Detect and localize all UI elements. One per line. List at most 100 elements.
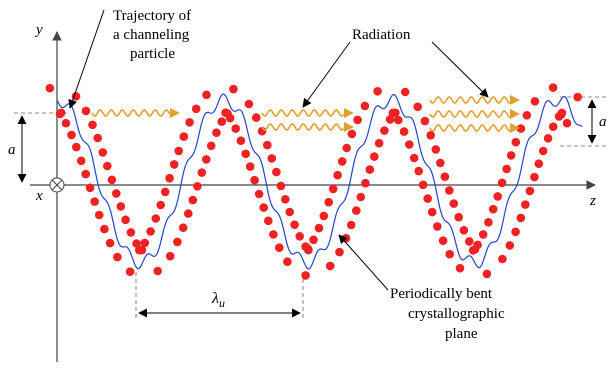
atom xyxy=(121,215,130,225)
atom xyxy=(478,230,488,239)
radiation-wave xyxy=(261,123,345,131)
trajectory-label: Trajectory of a channeling particle xyxy=(113,8,195,62)
atom xyxy=(337,157,347,166)
atom xyxy=(405,140,414,149)
atom xyxy=(88,120,97,130)
atom xyxy=(269,230,278,239)
atom xyxy=(276,181,286,191)
atom xyxy=(521,200,530,209)
atom xyxy=(347,129,357,139)
atom xyxy=(45,83,55,93)
atom xyxy=(202,155,211,164)
atom xyxy=(493,192,503,201)
atom xyxy=(61,118,71,128)
atom xyxy=(530,172,539,182)
crystal-atoms xyxy=(45,83,582,280)
atom xyxy=(505,241,515,250)
atom xyxy=(325,261,335,271)
atom xyxy=(373,87,382,96)
atom xyxy=(71,92,81,101)
atom xyxy=(335,247,344,257)
atom xyxy=(361,178,370,188)
atom xyxy=(126,228,136,237)
atom xyxy=(324,197,334,207)
atom xyxy=(254,189,264,199)
atom xyxy=(165,251,175,261)
atom xyxy=(449,199,459,208)
radiation-wave xyxy=(261,109,345,117)
atom xyxy=(538,146,548,156)
atom xyxy=(85,183,95,193)
atom xyxy=(530,97,540,106)
atom xyxy=(534,159,544,168)
atom xyxy=(420,116,430,126)
atom xyxy=(394,115,403,125)
atom xyxy=(353,115,362,125)
radiation-waves xyxy=(91,95,520,133)
atom xyxy=(81,169,90,179)
atom xyxy=(543,134,553,143)
atom xyxy=(113,252,122,262)
z-axis-label: z xyxy=(589,193,596,209)
atom xyxy=(72,142,81,152)
atom xyxy=(445,186,454,195)
atom xyxy=(178,223,188,232)
atom xyxy=(525,186,535,196)
atom xyxy=(98,148,108,157)
atom xyxy=(516,213,526,223)
radiation-arrowhead xyxy=(510,123,520,133)
atom xyxy=(431,145,441,154)
atom xyxy=(413,102,423,112)
trajectory-pointer xyxy=(68,9,105,109)
atom xyxy=(423,194,433,203)
plane-pointer xyxy=(338,234,389,291)
atom xyxy=(459,226,469,235)
atom xyxy=(309,235,318,245)
atom xyxy=(103,161,112,171)
atom xyxy=(112,189,121,198)
atom xyxy=(151,214,161,223)
radiation-pointer-2 xyxy=(431,41,489,98)
atom xyxy=(290,220,299,229)
atom xyxy=(427,207,437,217)
atom xyxy=(445,249,455,259)
radiation-arrowhead xyxy=(510,95,520,105)
atom xyxy=(426,131,436,140)
atom xyxy=(153,266,162,276)
atom xyxy=(409,153,419,163)
atom xyxy=(418,180,428,190)
atom xyxy=(484,218,493,227)
atom xyxy=(140,238,150,248)
atom xyxy=(438,236,448,245)
atom xyxy=(473,240,482,250)
atom xyxy=(100,224,109,234)
atom xyxy=(160,187,170,197)
atom xyxy=(374,138,384,148)
x-axis-label: x xyxy=(35,188,43,204)
atom xyxy=(388,108,398,118)
atom xyxy=(202,90,211,100)
atom xyxy=(94,210,104,220)
radiation-arrowhead xyxy=(170,108,180,118)
atom xyxy=(502,164,511,174)
atom xyxy=(212,128,221,137)
atom xyxy=(295,232,305,241)
atom xyxy=(414,166,424,176)
atom xyxy=(303,244,313,253)
y-axis-label: y xyxy=(34,22,43,38)
atom xyxy=(365,165,375,174)
atom xyxy=(174,146,183,156)
atom xyxy=(107,175,117,185)
atom xyxy=(275,243,284,252)
radiation-wave xyxy=(91,109,171,117)
radiation-arrowhead xyxy=(344,108,354,118)
atom xyxy=(400,87,410,97)
atom xyxy=(264,216,273,226)
atom xyxy=(562,118,572,128)
atom xyxy=(511,137,521,147)
atom xyxy=(217,117,227,126)
atom xyxy=(236,136,246,145)
atom xyxy=(333,170,342,180)
